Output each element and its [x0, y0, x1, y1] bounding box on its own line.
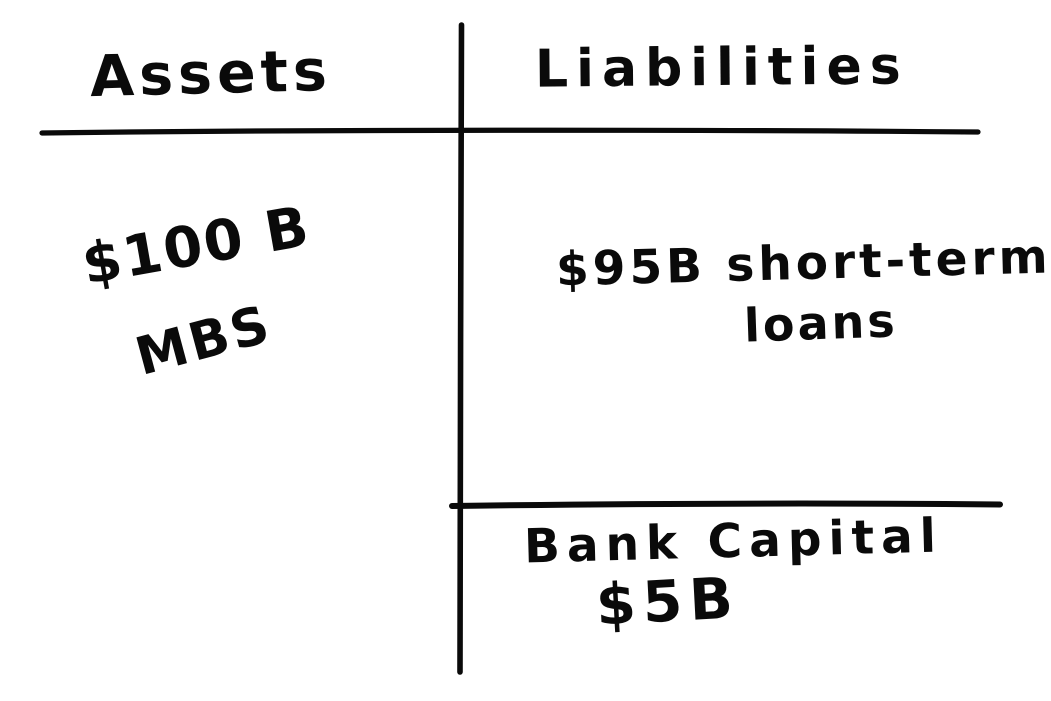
bank-capital-separator-line: [449, 500, 1003, 509]
liabilities-column-header: Liabilities: [534, 36, 909, 100]
column-divider-line: [457, 22, 465, 675]
liability-short-term-loans-label: loans: [743, 293, 899, 353]
header-underline: [39, 127, 981, 136]
bank-capital-label: Bank Capital: [523, 508, 944, 575]
liability-short-term-loans-amount: $95B short-term: [555, 229, 1051, 298]
assets-column-header: Assets: [89, 37, 333, 111]
bank-capital-amount: $5B: [594, 565, 742, 639]
